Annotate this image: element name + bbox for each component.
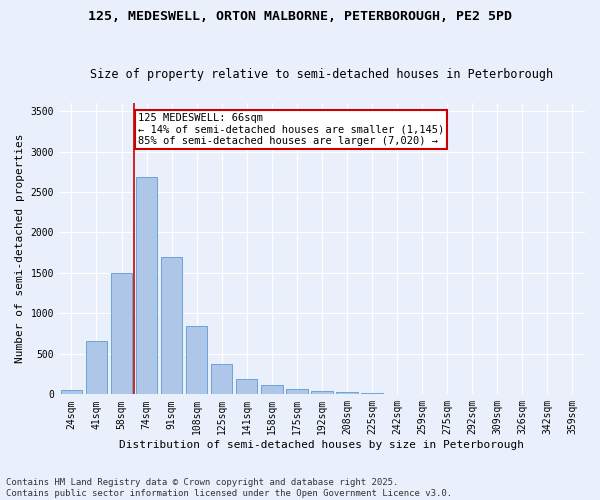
Bar [136,178,157,394]
Bar [236,379,257,394]
Bar [111,273,132,394]
Bar [286,390,308,394]
Bar [161,257,182,394]
Bar [61,390,82,394]
Bar [311,390,332,394]
X-axis label: Distribution of semi-detached houses by size in Peterborough: Distribution of semi-detached houses by … [119,440,524,450]
Bar [211,364,232,394]
Bar [186,326,208,394]
Title: Size of property relative to semi-detached houses in Peterborough: Size of property relative to semi-detach… [91,68,554,81]
Bar [86,341,107,394]
Text: 125 MEDESWELL: 66sqm
← 14% of semi-detached houses are smaller (1,145)
85% of se: 125 MEDESWELL: 66sqm ← 14% of semi-detac… [138,112,444,146]
Bar [361,393,383,394]
Text: 125, MEDESWELL, ORTON MALBORNE, PETERBOROUGH, PE2 5PD: 125, MEDESWELL, ORTON MALBORNE, PETERBOR… [88,10,512,23]
Y-axis label: Number of semi-detached properties: Number of semi-detached properties [15,134,25,364]
Text: Contains HM Land Registry data © Crown copyright and database right 2025.
Contai: Contains HM Land Registry data © Crown c… [6,478,452,498]
Bar [337,392,358,394]
Bar [261,384,283,394]
